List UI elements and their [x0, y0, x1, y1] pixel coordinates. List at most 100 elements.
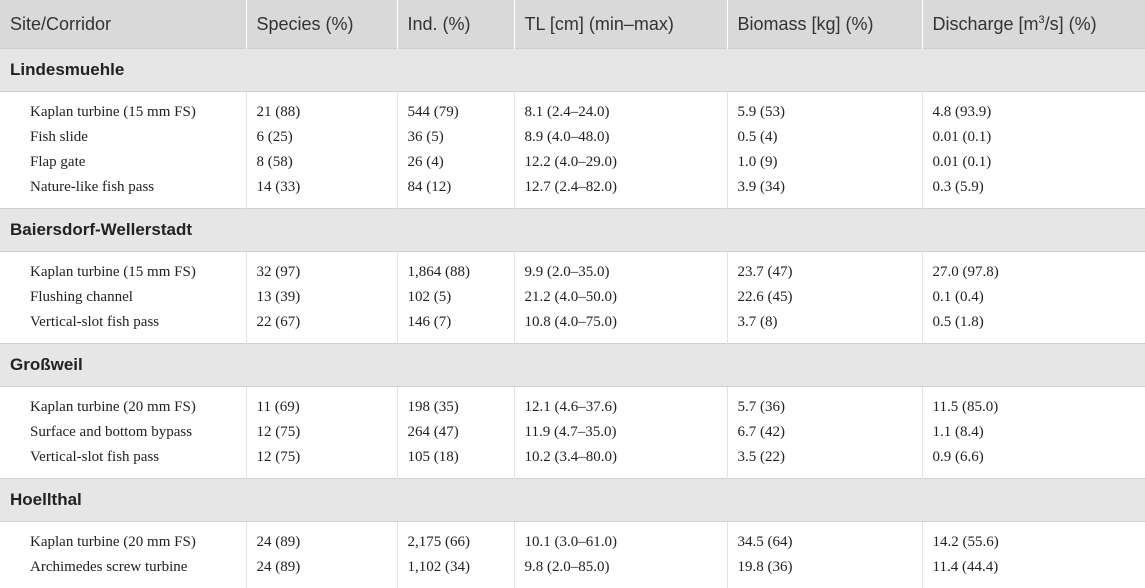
biomass-cell: 19.8 (36) — [727, 555, 922, 588]
ind-cell: 36 (5) — [397, 125, 514, 150]
species-cell: 12 (75) — [246, 420, 397, 445]
ind-cell: 2,175 (66) — [397, 522, 514, 556]
tl-cell: 11.9 (4.7–35.0) — [514, 420, 727, 445]
corridor-cell: Vertical-slot fish pass — [0, 310, 246, 344]
group-title: Hoellthal — [0, 479, 1145, 522]
corridor-cell: Surface and bottom bypass — [0, 420, 246, 445]
tl-cell: 12.7 (2.4–82.0) — [514, 175, 727, 209]
species-cell: 24 (89) — [246, 522, 397, 556]
ind-cell: 1,864 (88) — [397, 252, 514, 286]
species-cell: 24 (89) — [246, 555, 397, 588]
corridor-cell: Nature-like fish pass — [0, 175, 246, 209]
discharge-cell: 0.5 (1.8) — [922, 310, 1145, 344]
table-row: Kaplan turbine (20 mm FS)11 (69)198 (35)… — [0, 387, 1145, 421]
biomass-cell: 3.9 (34) — [727, 175, 922, 209]
group-title: Lindesmuehle — [0, 49, 1145, 92]
header-discharge: Discharge [m3/s] (%) — [922, 0, 1145, 49]
biomass-cell: 0.5 (4) — [727, 125, 922, 150]
discharge-cell: 11.5 (85.0) — [922, 387, 1145, 421]
species-cell: 11 (69) — [246, 387, 397, 421]
ind-cell: 105 (18) — [397, 445, 514, 479]
tl-cell: 8.9 (4.0–48.0) — [514, 125, 727, 150]
discharge-cell: 14.2 (55.6) — [922, 522, 1145, 556]
header-species: Species (%) — [246, 0, 397, 49]
header-discharge-prefix: Discharge [m — [933, 14, 1039, 34]
biomass-cell: 34.5 (64) — [727, 522, 922, 556]
corridor-cell: Flap gate — [0, 150, 246, 175]
tl-cell: 21.2 (4.0–50.0) — [514, 285, 727, 310]
table-row: Kaplan turbine (15 mm FS)21 (88)544 (79)… — [0, 92, 1145, 126]
tl-cell: 12.2 (4.0–29.0) — [514, 150, 727, 175]
species-cell: 22 (67) — [246, 310, 397, 344]
species-cell: 21 (88) — [246, 92, 397, 126]
species-cell: 6 (25) — [246, 125, 397, 150]
table-header: Site/Corridor Species (%) Ind. (%) TL [c… — [0, 0, 1145, 49]
header-ind: Ind. (%) — [397, 0, 514, 49]
corridor-cell: Kaplan turbine (20 mm FS) — [0, 522, 246, 556]
ind-cell: 84 (12) — [397, 175, 514, 209]
group-row: Großweil — [0, 344, 1145, 387]
header-site: Site/Corridor — [0, 0, 246, 49]
ind-cell: 198 (35) — [397, 387, 514, 421]
corridor-cell: Fish slide — [0, 125, 246, 150]
biomass-cell: 23.7 (47) — [727, 252, 922, 286]
group-row: Lindesmuehle — [0, 49, 1145, 92]
corridor-cell: Kaplan turbine (20 mm FS) — [0, 387, 246, 421]
tl-cell: 9.8 (2.0–85.0) — [514, 555, 727, 588]
group-title: Großweil — [0, 344, 1145, 387]
corridor-cell: Flushing channel — [0, 285, 246, 310]
biomass-cell: 5.9 (53) — [727, 92, 922, 126]
discharge-cell: 27.0 (97.8) — [922, 252, 1145, 286]
tl-cell: 9.9 (2.0–35.0) — [514, 252, 727, 286]
group-row: Baiersdorf-Wellerstadt — [0, 209, 1145, 252]
ind-cell: 102 (5) — [397, 285, 514, 310]
discharge-cell: 0.3 (5.9) — [922, 175, 1145, 209]
corridor-cell: Kaplan turbine (15 mm FS) — [0, 252, 246, 286]
tl-cell: 10.2 (3.4–80.0) — [514, 445, 727, 479]
corridor-cell: Kaplan turbine (15 mm FS) — [0, 92, 246, 126]
ind-cell: 1,102 (34) — [397, 555, 514, 588]
tl-cell: 10.1 (3.0–61.0) — [514, 522, 727, 556]
header-biomass: Biomass [kg] (%) — [727, 0, 922, 49]
header-tl: TL [cm] (min–max) — [514, 0, 727, 49]
discharge-cell: 0.01 (0.1) — [922, 125, 1145, 150]
discharge-cell: 11.4 (44.4) — [922, 555, 1145, 588]
biomass-cell: 5.7 (36) — [727, 387, 922, 421]
group-title: Baiersdorf-Wellerstadt — [0, 209, 1145, 252]
ind-cell: 264 (47) — [397, 420, 514, 445]
biomass-cell: 3.7 (8) — [727, 310, 922, 344]
ind-cell: 146 (7) — [397, 310, 514, 344]
table-row: Kaplan turbine (15 mm FS)32 (97)1,864 (8… — [0, 252, 1145, 286]
group-row: Hoellthal — [0, 479, 1145, 522]
discharge-cell: 1.1 (8.4) — [922, 420, 1145, 445]
tl-cell: 10.8 (4.0–75.0) — [514, 310, 727, 344]
header-row: Site/Corridor Species (%) Ind. (%) TL [c… — [0, 0, 1145, 49]
corridor-cell: Vertical-slot fish pass — [0, 445, 246, 479]
discharge-cell: 0.9 (6.6) — [922, 445, 1145, 479]
species-cell: 8 (58) — [246, 150, 397, 175]
table-row: Kaplan turbine (20 mm FS)24 (89)2,175 (6… — [0, 522, 1145, 556]
header-discharge-suffix: /s] (%) — [1045, 14, 1097, 34]
species-cell: 14 (33) — [246, 175, 397, 209]
biomass-cell: 22.6 (45) — [727, 285, 922, 310]
biomass-cell: 3.5 (22) — [727, 445, 922, 479]
species-cell: 13 (39) — [246, 285, 397, 310]
discharge-cell: 0.01 (0.1) — [922, 150, 1145, 175]
discharge-cell: 4.8 (93.9) — [922, 92, 1145, 126]
tl-cell: 12.1 (4.6–37.6) — [514, 387, 727, 421]
species-cell: 12 (75) — [246, 445, 397, 479]
tl-cell: 8.1 (2.4–24.0) — [514, 92, 727, 126]
species-cell: 32 (97) — [246, 252, 397, 286]
biomass-cell: 6.7 (42) — [727, 420, 922, 445]
ind-cell: 26 (4) — [397, 150, 514, 175]
